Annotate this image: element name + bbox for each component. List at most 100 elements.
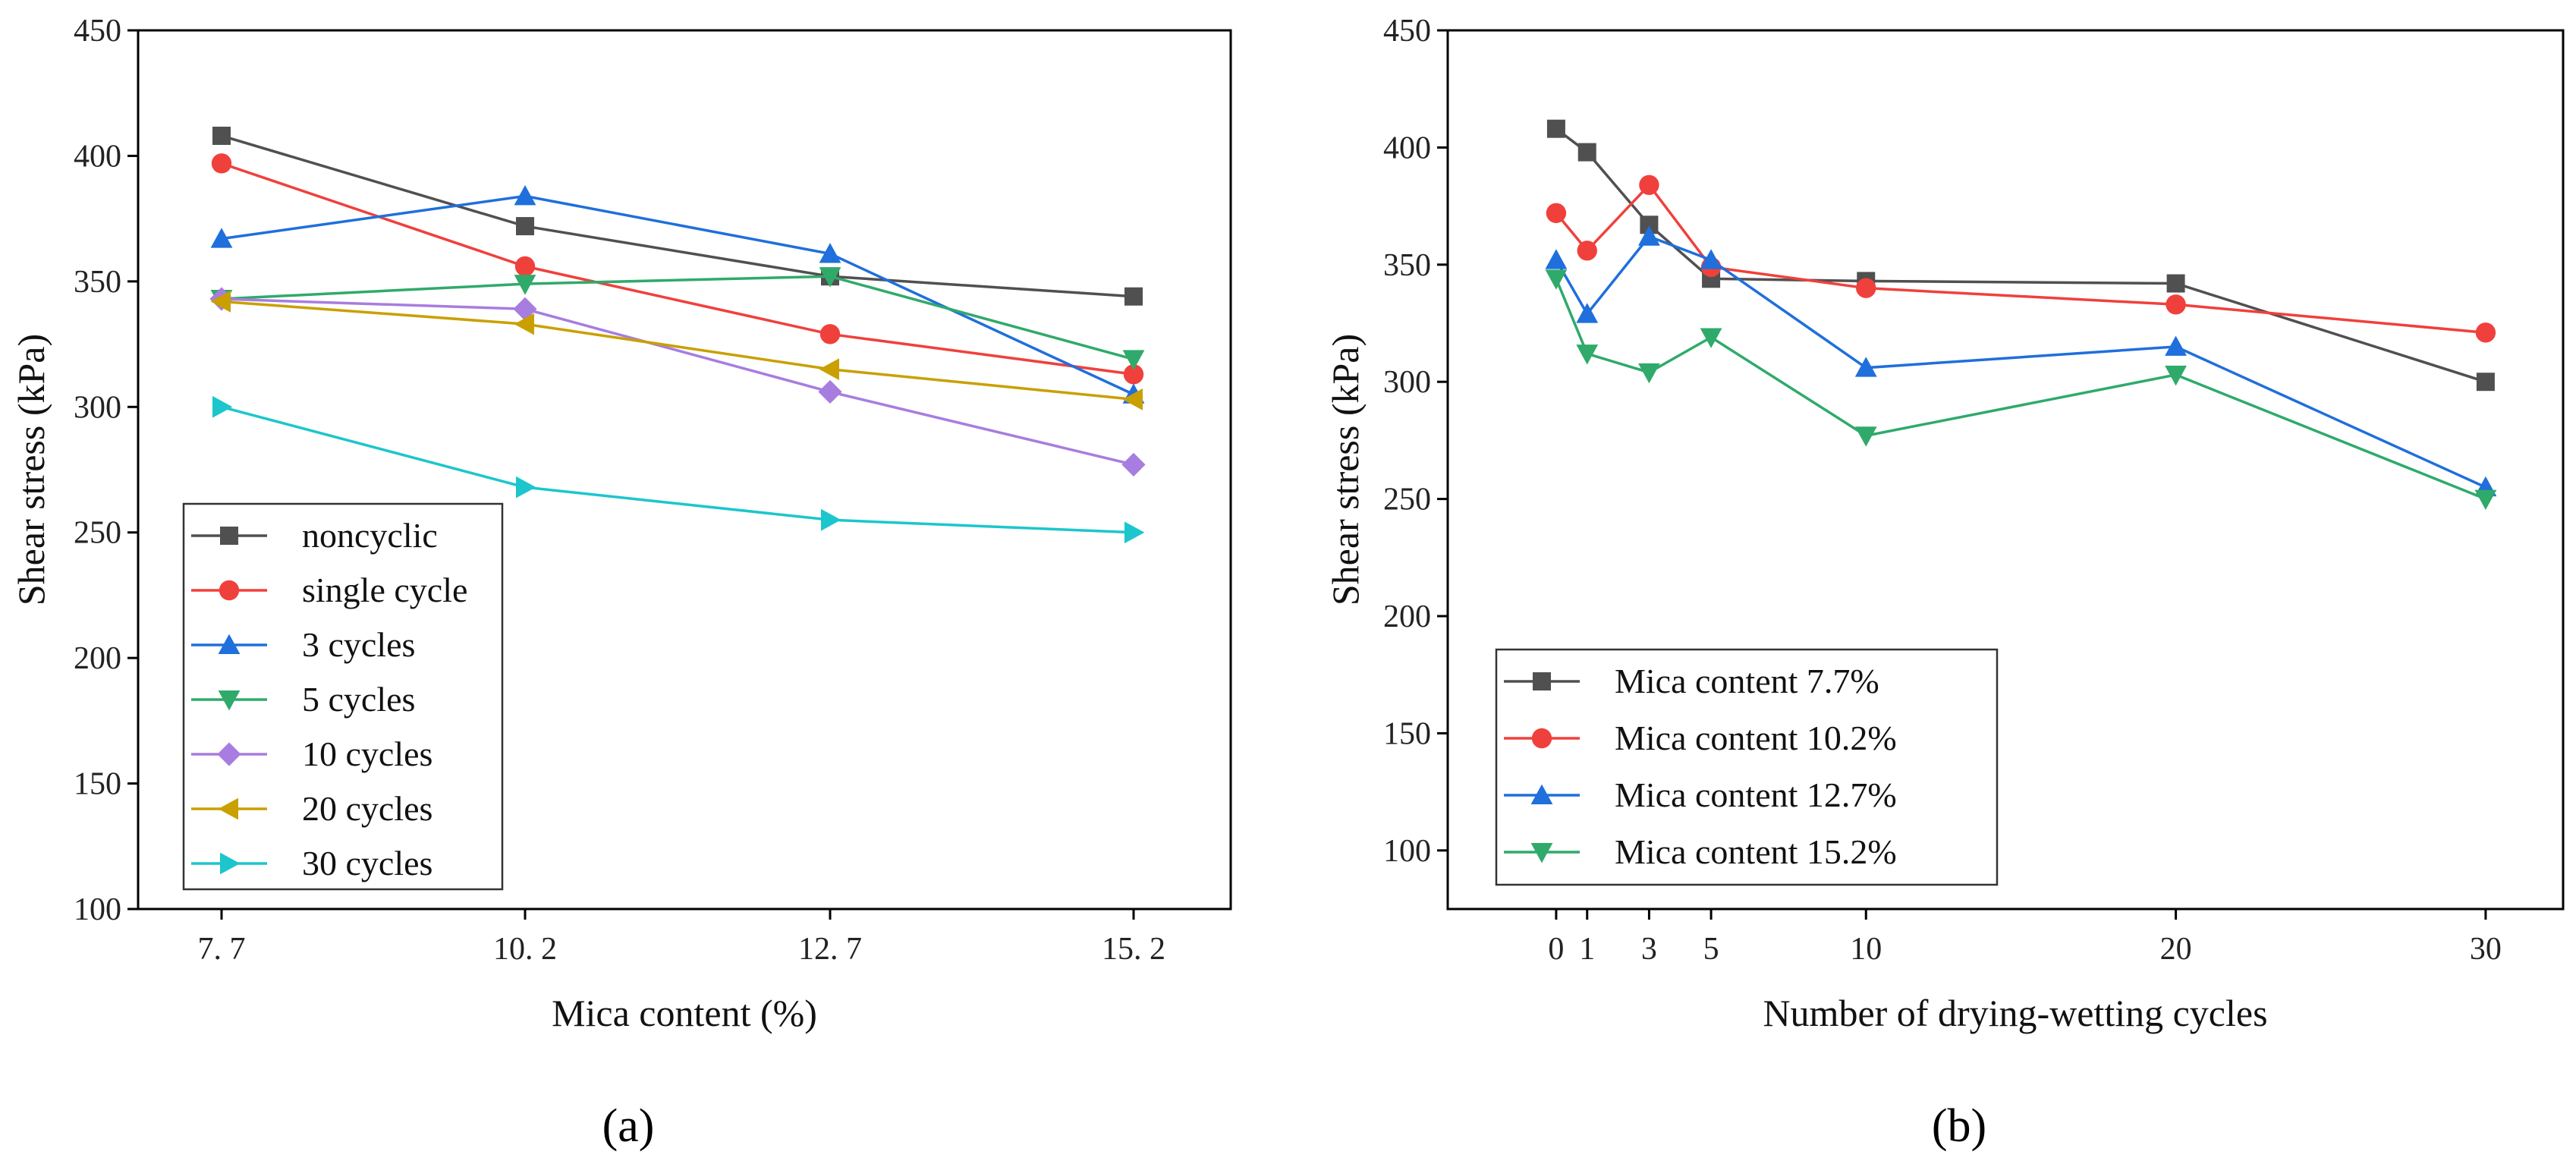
x-tick-label: 30 xyxy=(2470,932,2502,967)
y-tick-label: 250 xyxy=(1383,483,1431,517)
chart-panel-a: 100 150 200 250 300 350 400 450 7. 7 10. 2 12. 7 1… xyxy=(10,14,1232,1152)
data-point xyxy=(1638,225,1660,246)
y-tick-label: 450 xyxy=(74,14,121,49)
series-line xyxy=(221,134,1134,298)
data-point xyxy=(2165,335,2187,356)
plot-frame-a xyxy=(137,29,1232,911)
data-point xyxy=(1577,143,1596,162)
x-tick-label: 7. 7 xyxy=(198,932,246,967)
data-point xyxy=(1545,249,1568,269)
x-axis-title-b: Number of drying-wetting cycles xyxy=(1763,992,2267,1034)
data-point xyxy=(210,290,231,313)
data-point xyxy=(821,508,841,531)
data-point xyxy=(1576,344,1599,365)
legend-marker xyxy=(217,742,241,766)
data-point xyxy=(819,358,839,381)
data-point xyxy=(1700,249,1722,269)
x-tick-label: 3 xyxy=(1641,932,1657,967)
x-tick-label: 15. 2 xyxy=(1102,932,1165,967)
panel-label-a: (a) xyxy=(602,1100,655,1152)
y-tick-label: 150 xyxy=(74,767,121,802)
data-point xyxy=(1700,328,1722,348)
legend-label: noncyclic xyxy=(302,516,438,555)
data-point xyxy=(212,395,233,418)
legend-b: Mica content 7.7% Mica content 10.2% Mica … xyxy=(1504,662,1897,871)
data-point xyxy=(514,275,536,295)
series-line xyxy=(1555,234,2486,489)
legend-label: 20 cycles xyxy=(302,789,432,828)
legend-a: noncyclic single cycle 3 cycles 5 cycles 10 … xyxy=(191,516,467,882)
data-point xyxy=(2476,373,2495,392)
data-point xyxy=(516,476,536,499)
legend-label: Mica content 12.7% xyxy=(1615,775,1897,814)
legend-marker xyxy=(220,852,241,875)
legend-marker xyxy=(1530,784,1553,804)
data-point xyxy=(1577,241,1597,261)
legend-marker xyxy=(218,690,241,711)
data-point xyxy=(1121,452,1146,477)
plot-frame-b xyxy=(1446,29,2565,911)
legend-label: 3 cycles xyxy=(302,625,415,664)
x-axis-a: 7. 7 10. 2 12. 7 15. 2 xyxy=(198,909,1165,967)
y-tick-label: 400 xyxy=(1383,131,1431,165)
data-point xyxy=(1122,388,1143,410)
data-point xyxy=(2166,274,2185,293)
data-point xyxy=(819,324,841,344)
y-tick-label: 200 xyxy=(74,641,121,676)
legend-marker xyxy=(1531,728,1552,749)
x-axis-title-a: Mica content (%) xyxy=(552,992,817,1034)
legend-marker xyxy=(220,527,238,545)
y-tick-label: 350 xyxy=(74,265,121,300)
legend-label: Mica content 15.2% xyxy=(1615,832,1897,871)
series-line xyxy=(221,275,1134,361)
data-point xyxy=(819,267,841,288)
data-point xyxy=(514,256,536,277)
data-point xyxy=(210,228,233,248)
data-point xyxy=(1545,269,1568,290)
x-tick-label: 12. 7 xyxy=(798,932,862,967)
data-point xyxy=(818,379,842,404)
data-point xyxy=(1856,278,1876,298)
data-point xyxy=(1546,203,1567,224)
y-tick-label: 200 xyxy=(1383,599,1431,634)
series-line xyxy=(221,300,1134,401)
data-point xyxy=(513,297,537,321)
data-point xyxy=(1122,350,1145,370)
data-point xyxy=(1639,175,1659,196)
y-tick-label: 350 xyxy=(1383,248,1431,283)
data-point xyxy=(2474,489,2497,510)
data-point xyxy=(2166,294,2186,315)
legend-label: 5 cycles xyxy=(302,680,415,719)
series-line xyxy=(1555,183,2486,335)
data-point xyxy=(1123,364,1144,385)
data-point xyxy=(1576,303,1599,323)
data-point xyxy=(1124,287,1143,306)
x-tick-label: 10 xyxy=(1850,932,1882,967)
chart-panel-b: 100 150 200 250 300 350 400 450 0 1 3 5 10 20 30 Numb… xyxy=(1324,14,2565,1152)
data-point xyxy=(212,126,231,145)
legend-marker xyxy=(1530,843,1553,863)
x-tick-label: 1 xyxy=(1579,932,1595,967)
legend-marker xyxy=(219,580,240,601)
legend-label: Mica content 7.7% xyxy=(1615,662,1879,700)
data-point xyxy=(1124,521,1145,544)
legend-label: 10 cycles xyxy=(302,734,432,773)
y-tick-label: 100 xyxy=(74,892,121,927)
series-line xyxy=(221,162,1134,376)
y-axis-b: 100 150 200 250 300 350 400 450 xyxy=(1383,14,1448,869)
x-tick-label: 5 xyxy=(1703,932,1719,967)
data-point xyxy=(2475,322,2496,343)
data-point xyxy=(514,184,536,206)
data-point xyxy=(514,313,534,335)
x-tick-label: 10. 2 xyxy=(493,932,557,967)
y-tick-label: 150 xyxy=(1383,716,1431,751)
legend-label: single cycle xyxy=(302,571,467,609)
y-tick-label: 250 xyxy=(74,516,121,551)
data-point xyxy=(211,153,232,174)
x-axis-b: 0 1 3 5 10 20 30 xyxy=(1548,909,2502,967)
data-point xyxy=(516,217,534,236)
legend-box-b xyxy=(1495,648,1999,886)
legend-marker xyxy=(1533,672,1551,690)
y-tick-label: 300 xyxy=(74,390,121,425)
series-line xyxy=(221,405,1134,534)
